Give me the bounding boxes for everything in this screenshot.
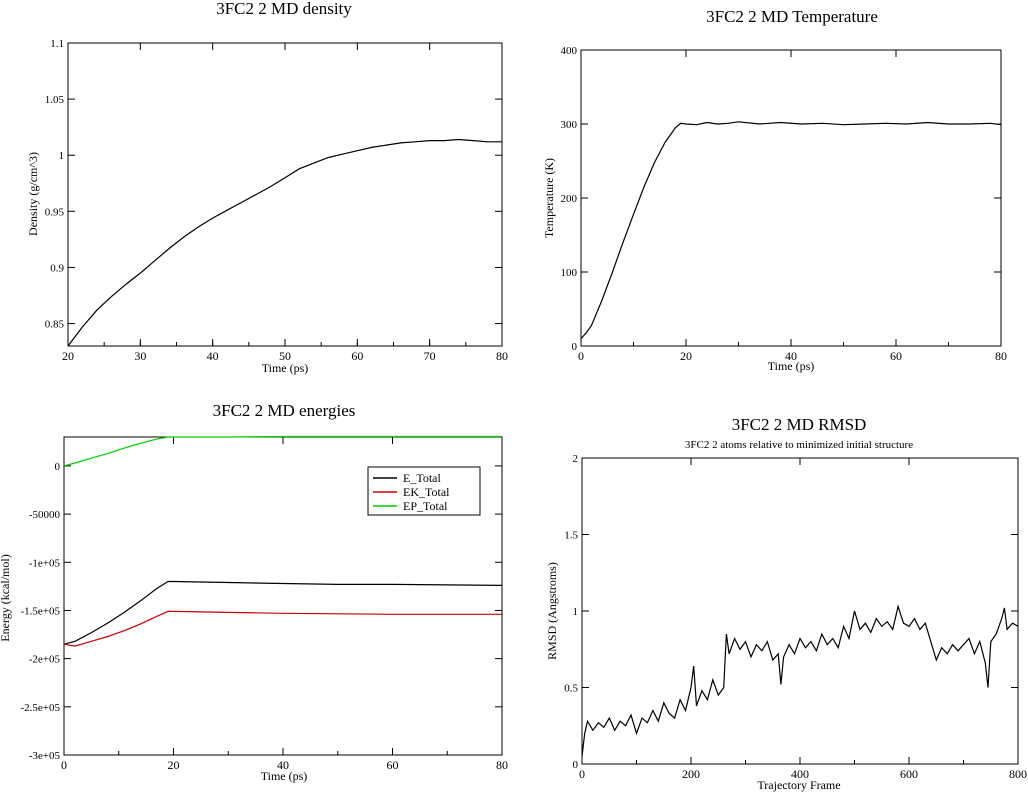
y-tick-label: 1.05 [45,94,65,106]
y-axis-label: RMSD (Angstroms) [545,562,559,660]
y-tick-label: 1.1 [50,38,64,50]
rmsd-chart: 3FC2 2 MD RMSD 3FC2 2 atoms relative to … [545,415,1027,792]
y-tick-label: -1.5e+05 [21,605,61,617]
legend-label: E_Total [403,471,441,485]
x-tick-label: 200 [682,767,700,781]
x-tick-label: 40 [785,349,797,363]
x-axis-label: Time (ps) [768,359,815,373]
y-tick-label: 400 [561,45,578,57]
x-tick-label: 0 [578,349,584,363]
y-axis-label: Density (g/cm^3) [26,152,40,236]
y-tick-label: 2 [573,453,579,465]
series-line-density [67,138,502,347]
x-tick-label: 400 [791,767,809,781]
energies-chart: 3FC2 2 MD energies 0 20 40 60 80 0 -50000 -1e+0… [0,401,508,783]
x-tick-label: 80 [995,349,1007,363]
x-tick-label: 60 [387,758,399,772]
chart-title: 3FC2 2 MD RMSD [732,415,867,434]
series-line-e-total [63,580,503,645]
x-tick-label: 600 [900,767,918,781]
x-tick-label: 80 [496,758,508,772]
y-tick-label: 200 [561,193,578,205]
x-tick-label: 20 [168,758,180,772]
x-tick-label: 60 [890,349,902,363]
chart-title: 3FC2 2 MD density [216,0,352,18]
temperature-chart: 3FC2 2 MD Temperature 0 20 40 60 80 0 100 200 30… [542,7,1007,373]
series-line-ek-total [63,610,502,647]
y-tick-label: 0 [55,461,61,473]
x-tick-label: 60 [351,349,363,363]
x-tick-label: 0 [61,758,67,772]
x-tick-label: 20 [680,349,692,363]
y-tick-label: 1 [573,606,579,618]
x-tick-label: 30 [134,349,146,363]
y-tick-label: 300 [561,119,578,131]
y-tick-label: 0.85 [45,319,65,331]
y-tick-label: 0.5 [564,683,578,695]
x-tick-label: 80 [496,349,508,363]
legend-label: EP_Total [403,499,448,513]
y-tick-label: -2.5e+05 [21,702,61,714]
plot-frame [67,42,503,347]
series-line-temperature [580,121,1002,340]
x-axis-label: Time (ps) [261,769,308,783]
x-tick-label: 70 [424,349,436,363]
x-tick-label: 0 [579,767,585,781]
x-tick-label: 20 [62,349,74,363]
y-tick-label: -3e+05 [29,750,61,762]
y-tick-label: 0.95 [45,206,65,218]
y-tick-label: 0 [573,759,579,771]
x-tick-label: 800 [1009,767,1027,781]
y-tick-label: -50000 [29,509,61,521]
plot-frame [580,49,1002,347]
chart-title: 3FC2 2 MD energies [213,401,356,420]
y-tick-label: 1 [59,150,65,162]
x-axis-label: Trajectory Frame [757,778,840,792]
chart-title: 3FC2 2 MD Temperature [706,7,878,26]
y-tick-label: 0.9 [50,262,64,274]
x-axis-label: Time (ps) [262,361,309,375]
y-tick-label: 1.5 [564,530,578,542]
y-axis-label: Temperature (K) [542,158,556,238]
plot-frame [581,457,1019,765]
x-tick-label: 40 [277,758,289,772]
y-tick-label: -1e+05 [29,557,61,569]
density-chart: 3FC2 2 MD density 20 30 40 50 60 70 80 0.85 0.9 0… [26,0,508,375]
y-tick-label: -2e+05 [29,654,61,666]
y-axis-label: Energy (kcal/mol) [0,554,12,641]
chart-subtitle: 3FC2 2 atoms relative to minimized initi… [685,439,913,451]
y-tick-label: 0 [572,341,578,353]
x-tick-label: 40 [207,349,219,363]
y-tick-label: 100 [561,267,578,279]
x-tick-label: 50 [279,349,291,363]
legend-label: EK_Total [403,485,450,499]
legend-box [367,466,481,516]
series-line-rmsd [581,604,1019,757]
series-line-ep-total [63,435,502,467]
